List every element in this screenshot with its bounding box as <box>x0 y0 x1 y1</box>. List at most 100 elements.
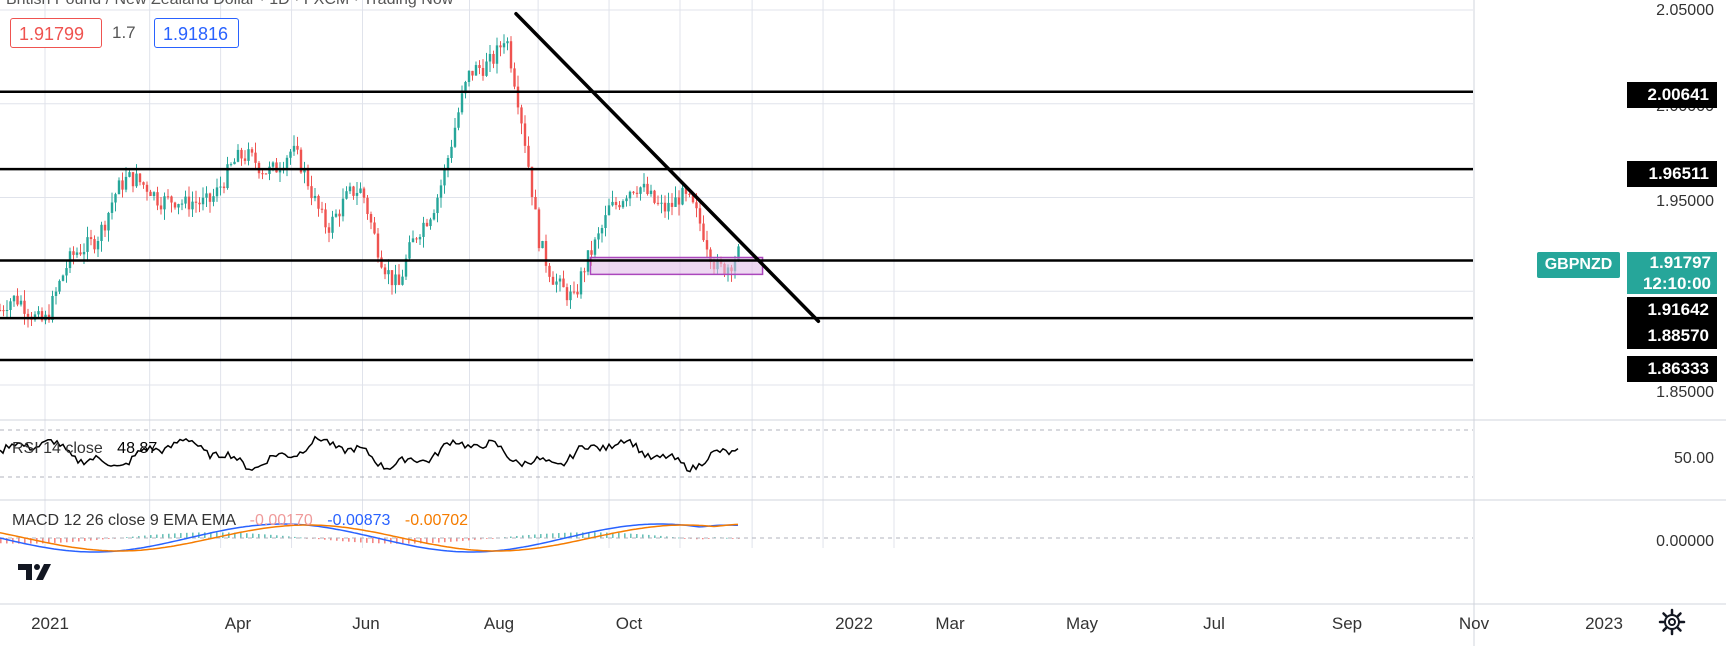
candle-body <box>243 158 247 161</box>
macd-hist-bar <box>648 534 650 538</box>
macd-hist-bar <box>672 536 674 538</box>
macd-hist-bar <box>90 538 92 541</box>
macd-hist-bar <box>324 538 326 540</box>
bid-price-box[interactable]: 1.91799 <box>10 18 102 48</box>
candle-body <box>443 168 446 186</box>
candle-body <box>261 173 264 175</box>
macd-hist-bar <box>186 532 188 538</box>
macd-hist-bar <box>234 532 236 538</box>
candle-body <box>135 173 138 187</box>
candle-body <box>534 196 537 210</box>
countdown-value: 12:10:00 <box>1642 274 1711 293</box>
settings-gear-icon[interactable] <box>1658 608 1686 636</box>
candle-body <box>299 149 303 173</box>
macd-hist-bar <box>270 534 272 538</box>
candle-body <box>681 187 684 205</box>
macd-hist-bar <box>510 536 512 538</box>
macd-hist-bar <box>696 538 698 540</box>
candle-body <box>355 192 359 196</box>
candle-body <box>527 145 530 167</box>
candle-body <box>9 301 12 311</box>
candle-body <box>348 186 352 192</box>
macd-hist-bar <box>288 536 290 538</box>
macd-hist-bar <box>516 535 518 538</box>
candle-body <box>72 251 75 255</box>
level-tag: 1.96511 <box>1627 161 1717 187</box>
candle-body <box>593 239 597 255</box>
macd-hist-bar <box>6 538 8 544</box>
macd-hist-bar <box>138 536 140 538</box>
candle-body <box>565 287 569 301</box>
candle-body <box>54 291 58 296</box>
x-axis-label: Apr <box>224 614 252 633</box>
candle-body <box>19 300 23 305</box>
candle-body <box>380 257 383 268</box>
candle-body <box>695 202 698 209</box>
candle-body <box>625 198 628 202</box>
candle-body <box>65 268 68 276</box>
candle-body <box>345 191 348 199</box>
macd-legend[interactable]: MACD 12 26 close 9 EMA EMA -0.00170 -0.0… <box>12 512 468 530</box>
macd-line-value: -0.00873 <box>327 512 391 529</box>
candle-body <box>488 53 492 62</box>
rsi-legend[interactable]: RSI 14 close 48.87 <box>12 440 157 458</box>
candle-body <box>352 186 355 196</box>
candle-body <box>604 215 607 229</box>
candle-body <box>537 209 541 249</box>
candle-body <box>460 93 464 113</box>
candle-body <box>481 67 485 76</box>
macd-hist-bar <box>246 533 248 538</box>
candle-body <box>58 280 61 292</box>
level-tag: 1.86333 <box>1627 356 1717 382</box>
candle-body <box>61 275 65 281</box>
candle-body <box>663 202 667 212</box>
candle-body <box>376 233 380 258</box>
macd-hist-bar <box>540 534 542 538</box>
rsi-value: 48.87 <box>117 440 158 457</box>
macd-hist-bar <box>30 538 32 544</box>
candle-body <box>107 212 110 231</box>
candle-body <box>331 216 334 233</box>
macd-hist-bar <box>702 538 704 540</box>
candle-body <box>520 107 523 124</box>
candle-body <box>464 82 467 94</box>
macd-hist-bar <box>480 538 482 540</box>
header-title-text: British Pound / New Zealand Dollar · 1D … <box>0 0 453 8</box>
macd-hist-bar <box>378 538 380 544</box>
macd-hist-bar <box>162 534 164 538</box>
candle-body <box>611 201 614 206</box>
candle-body <box>453 127 457 147</box>
macd-hist-bar <box>282 535 284 538</box>
candle-body <box>271 162 275 167</box>
macd-hist-bar <box>252 533 254 538</box>
candle-body <box>646 183 649 195</box>
candle-body <box>131 172 135 187</box>
candle-body <box>499 45 502 48</box>
candle-body <box>439 185 443 198</box>
candle-body <box>688 193 691 195</box>
macd-hist-bar <box>396 538 398 544</box>
price-axis-label: 1.85000 <box>1656 384 1714 401</box>
candle-body <box>51 295 54 321</box>
candle-body <box>215 187 219 197</box>
macd-axis-label: 0.00000 <box>1656 533 1714 550</box>
rsi-pane <box>0 429 1473 478</box>
price-axis-label: 2.05000 <box>1656 2 1714 19</box>
candle-body <box>551 276 555 285</box>
candle-body <box>373 222 376 234</box>
candle-body <box>89 237 93 240</box>
candle-body <box>572 291 576 293</box>
macd-hist-bar <box>240 532 242 538</box>
candle-body <box>208 193 212 202</box>
macd-hist-bar <box>678 537 680 539</box>
candle-body <box>639 187 642 194</box>
macd-hist-bar <box>156 534 158 538</box>
candle-body <box>478 65 481 68</box>
macd-hist-bar <box>264 534 266 538</box>
macd-hist-bar <box>276 535 278 538</box>
ask-price-box[interactable]: 1.91816 <box>154 18 239 48</box>
candle-body <box>579 271 583 295</box>
candle-body <box>226 164 229 189</box>
candle-body <box>422 222 425 237</box>
